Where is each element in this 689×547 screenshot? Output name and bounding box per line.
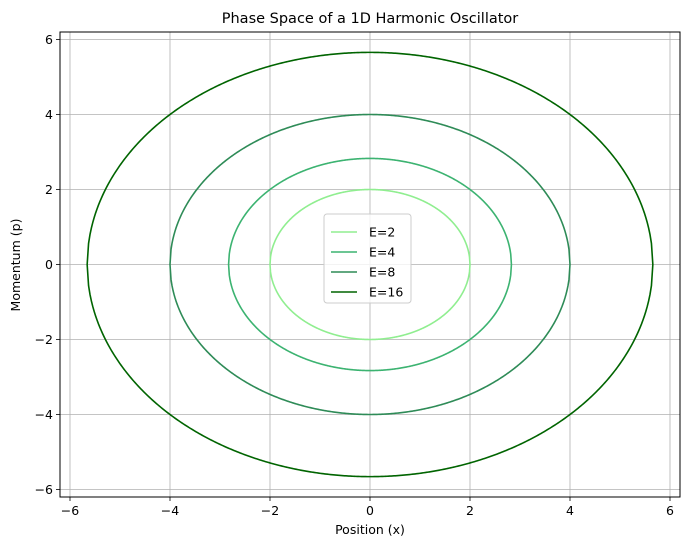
x-tick-label: −6 <box>61 503 79 518</box>
series-e-8-lower <box>169 264 571 416</box>
y-tick-label: −2 <box>35 332 53 347</box>
y-tick-label: 6 <box>45 32 53 47</box>
y-tick-label: 0 <box>45 257 53 272</box>
legend-label: E=8 <box>369 265 395 280</box>
y-axis-ticks: −6 −4 −2 0 2 4 6 <box>35 32 60 497</box>
legend-label: E=16 <box>369 285 403 300</box>
y-tick-label: 2 <box>45 182 53 197</box>
series-e-8-upper <box>169 113 571 265</box>
x-axis-label: Position (x) <box>335 522 405 537</box>
series-e-16-upper <box>86 51 654 265</box>
y-tick-label: −4 <box>35 407 53 422</box>
x-tick-label: −4 <box>161 503 179 518</box>
series-e-2-upper <box>269 188 471 265</box>
x-tick-label: 6 <box>666 503 674 518</box>
x-tick-label: −2 <box>261 503 279 518</box>
x-tick-label: 4 <box>566 503 574 518</box>
series-e-4-lower <box>227 264 513 372</box>
legend-label: E=4 <box>369 245 395 260</box>
x-axis-ticks: −6 −4 −2 0 2 4 6 <box>61 497 674 518</box>
series-e-16-lower <box>86 264 654 478</box>
series-e-4-upper <box>227 157 513 265</box>
series-e-2-lower <box>269 264 471 341</box>
legend-box <box>323 213 412 304</box>
chart-title: Phase Space of a 1D Harmonic Oscillator <box>222 11 519 27</box>
x-tick-label: 2 <box>466 503 474 518</box>
series-curves <box>86 51 654 478</box>
y-tick-label: 4 <box>45 107 53 122</box>
legend-label: E=2 <box>369 225 395 240</box>
y-tick-label: −6 <box>35 482 53 497</box>
y-axis-label: Momentum (p) <box>8 219 23 312</box>
legend: E=2 E=4 E=8 E=16 <box>323 213 412 304</box>
x-tick-label: 0 <box>366 503 374 518</box>
